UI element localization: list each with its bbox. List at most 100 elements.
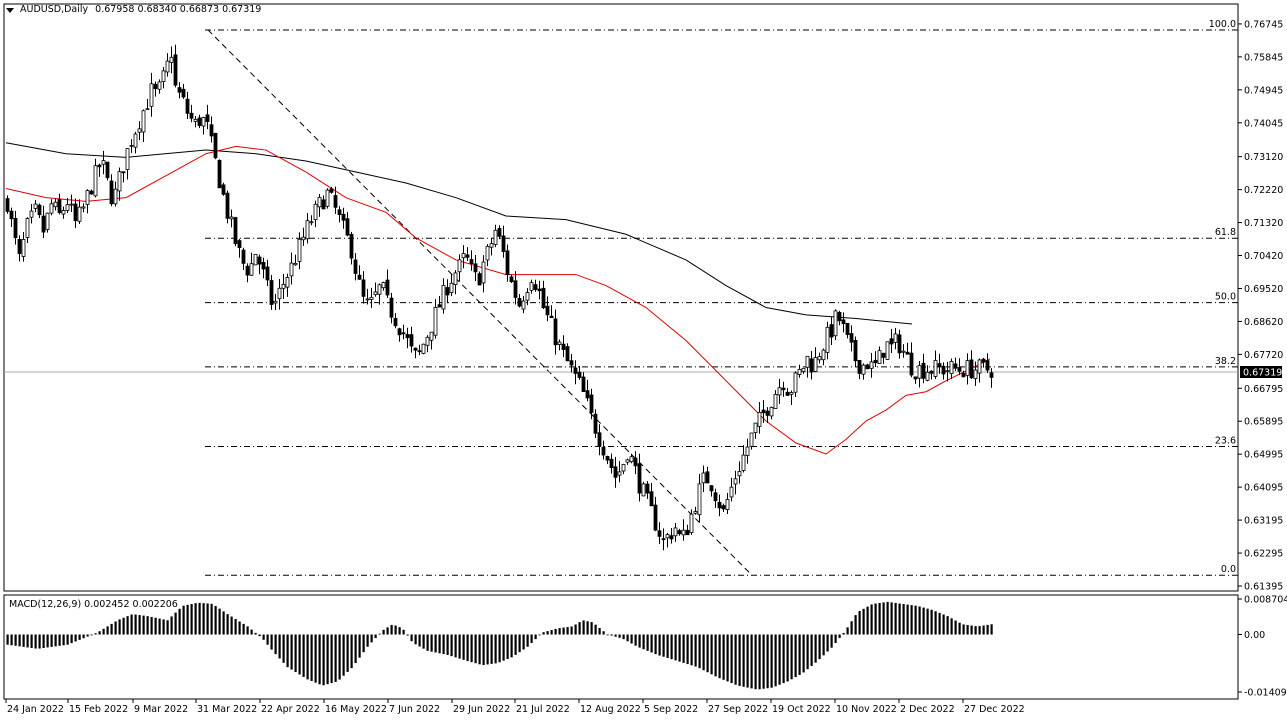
- macd-bar: [726, 634, 729, 682]
- candle: [129, 139, 134, 153]
- candle: [481, 255, 486, 293]
- candle: [633, 451, 638, 475]
- candle-body: [221, 184, 226, 195]
- macd-bar: [982, 625, 985, 635]
- candle-body: [197, 117, 202, 126]
- candle-body: [725, 499, 730, 510]
- price-panel: 100.0 61.8 50.0 38.2 23.6 0.0: [3, 3, 1239, 592]
- candle: [37, 203, 42, 218]
- candle-body: [121, 171, 126, 174]
- candle-body: [633, 457, 638, 467]
- candle-body: [949, 361, 954, 375]
- candle: [273, 293, 278, 310]
- candle-body: [413, 347, 418, 351]
- candle-body: [493, 229, 498, 245]
- macd-bar: [634, 634, 637, 646]
- macd-bar: [814, 634, 817, 663]
- candle-body: [453, 272, 458, 286]
- price-tick-label: 0.62295: [1244, 549, 1283, 560]
- candle-body: [341, 213, 346, 221]
- macd-bar: [326, 634, 329, 685]
- candle-body: [217, 159, 222, 189]
- macd-bar: [206, 603, 209, 635]
- macd-bar: [98, 631, 101, 635]
- macd-bar: [26, 634, 29, 648]
- candle-body: [477, 273, 482, 286]
- candle: [345, 212, 350, 237]
- candle-body: [429, 331, 434, 341]
- candle-body: [117, 171, 122, 192]
- candle-body: [401, 332, 406, 335]
- candle-body: [713, 492, 718, 502]
- candle: [649, 483, 654, 507]
- time-tick-label: 15 Feb 2022: [69, 704, 128, 715]
- macd-bar: [110, 623, 113, 635]
- candle: [525, 288, 530, 306]
- macd-bar: [290, 634, 293, 670]
- candle: [101, 150, 106, 175]
- candle-body: [917, 365, 922, 379]
- candle-body: [481, 261, 486, 284]
- candle-body: [901, 350, 906, 353]
- candle-body: [657, 530, 662, 537]
- macd-bar: [54, 634, 57, 647]
- candle: [193, 116, 198, 128]
- candle: [613, 456, 618, 488]
- candle: [253, 253, 258, 266]
- candle-body: [729, 486, 734, 498]
- candle: [293, 254, 298, 266]
- candle: [545, 296, 550, 322]
- macd-bar: [762, 634, 765, 689]
- candle: [353, 253, 358, 281]
- candle: [557, 339, 562, 351]
- candle-body: [165, 60, 170, 73]
- candle: [397, 327, 402, 342]
- candle-body: [769, 406, 774, 417]
- macd-bar: [86, 634, 89, 637]
- macd-bar: [538, 634, 541, 636]
- candle: [337, 206, 342, 223]
- candle-body: [81, 206, 86, 209]
- candle-body: [721, 505, 726, 510]
- candle: [393, 313, 398, 329]
- candle: [25, 217, 30, 244]
- candle-body: [473, 263, 478, 273]
- candle-body: [461, 253, 466, 259]
- candle: [513, 271, 518, 305]
- macd-bar: [242, 623, 245, 635]
- candle-body: [701, 472, 706, 484]
- candle: [201, 116, 206, 135]
- chart-header: AUDUSD,Daily 0.67958 0.68340 0.66873 0.6…: [20, 4, 261, 15]
- candle: [49, 199, 54, 216]
- macd-bar: [642, 634, 645, 650]
- candle-body: [797, 368, 802, 375]
- candle: [457, 254, 462, 282]
- candle: [153, 81, 158, 97]
- chart-menu-icon[interactable]: [6, 8, 14, 13]
- candle: [961, 370, 966, 378]
- macd-bar: [50, 634, 53, 647]
- candle: [489, 237, 494, 256]
- macd-bar: [498, 634, 501, 663]
- candle: [737, 461, 742, 484]
- candle: [741, 445, 746, 473]
- candle-body: [361, 279, 366, 297]
- candle: [389, 292, 394, 324]
- candle-body: [21, 239, 26, 257]
- candle: [793, 371, 798, 397]
- candle: [605, 455, 610, 465]
- candle-body: [425, 336, 430, 346]
- macd-bar: [822, 634, 825, 656]
- candle-body: [745, 446, 750, 456]
- time-tick-label: 7 Jun 2022: [389, 704, 440, 715]
- time-tick-label: 21 Jul 2022: [516, 704, 570, 715]
- candle-body: [969, 359, 974, 379]
- candle: [109, 174, 114, 207]
- candle: [697, 473, 702, 523]
- candle-body: [613, 466, 618, 478]
- macd-bar: [786, 634, 789, 682]
- candle-body: [545, 305, 550, 316]
- macd-bar: [394, 625, 397, 635]
